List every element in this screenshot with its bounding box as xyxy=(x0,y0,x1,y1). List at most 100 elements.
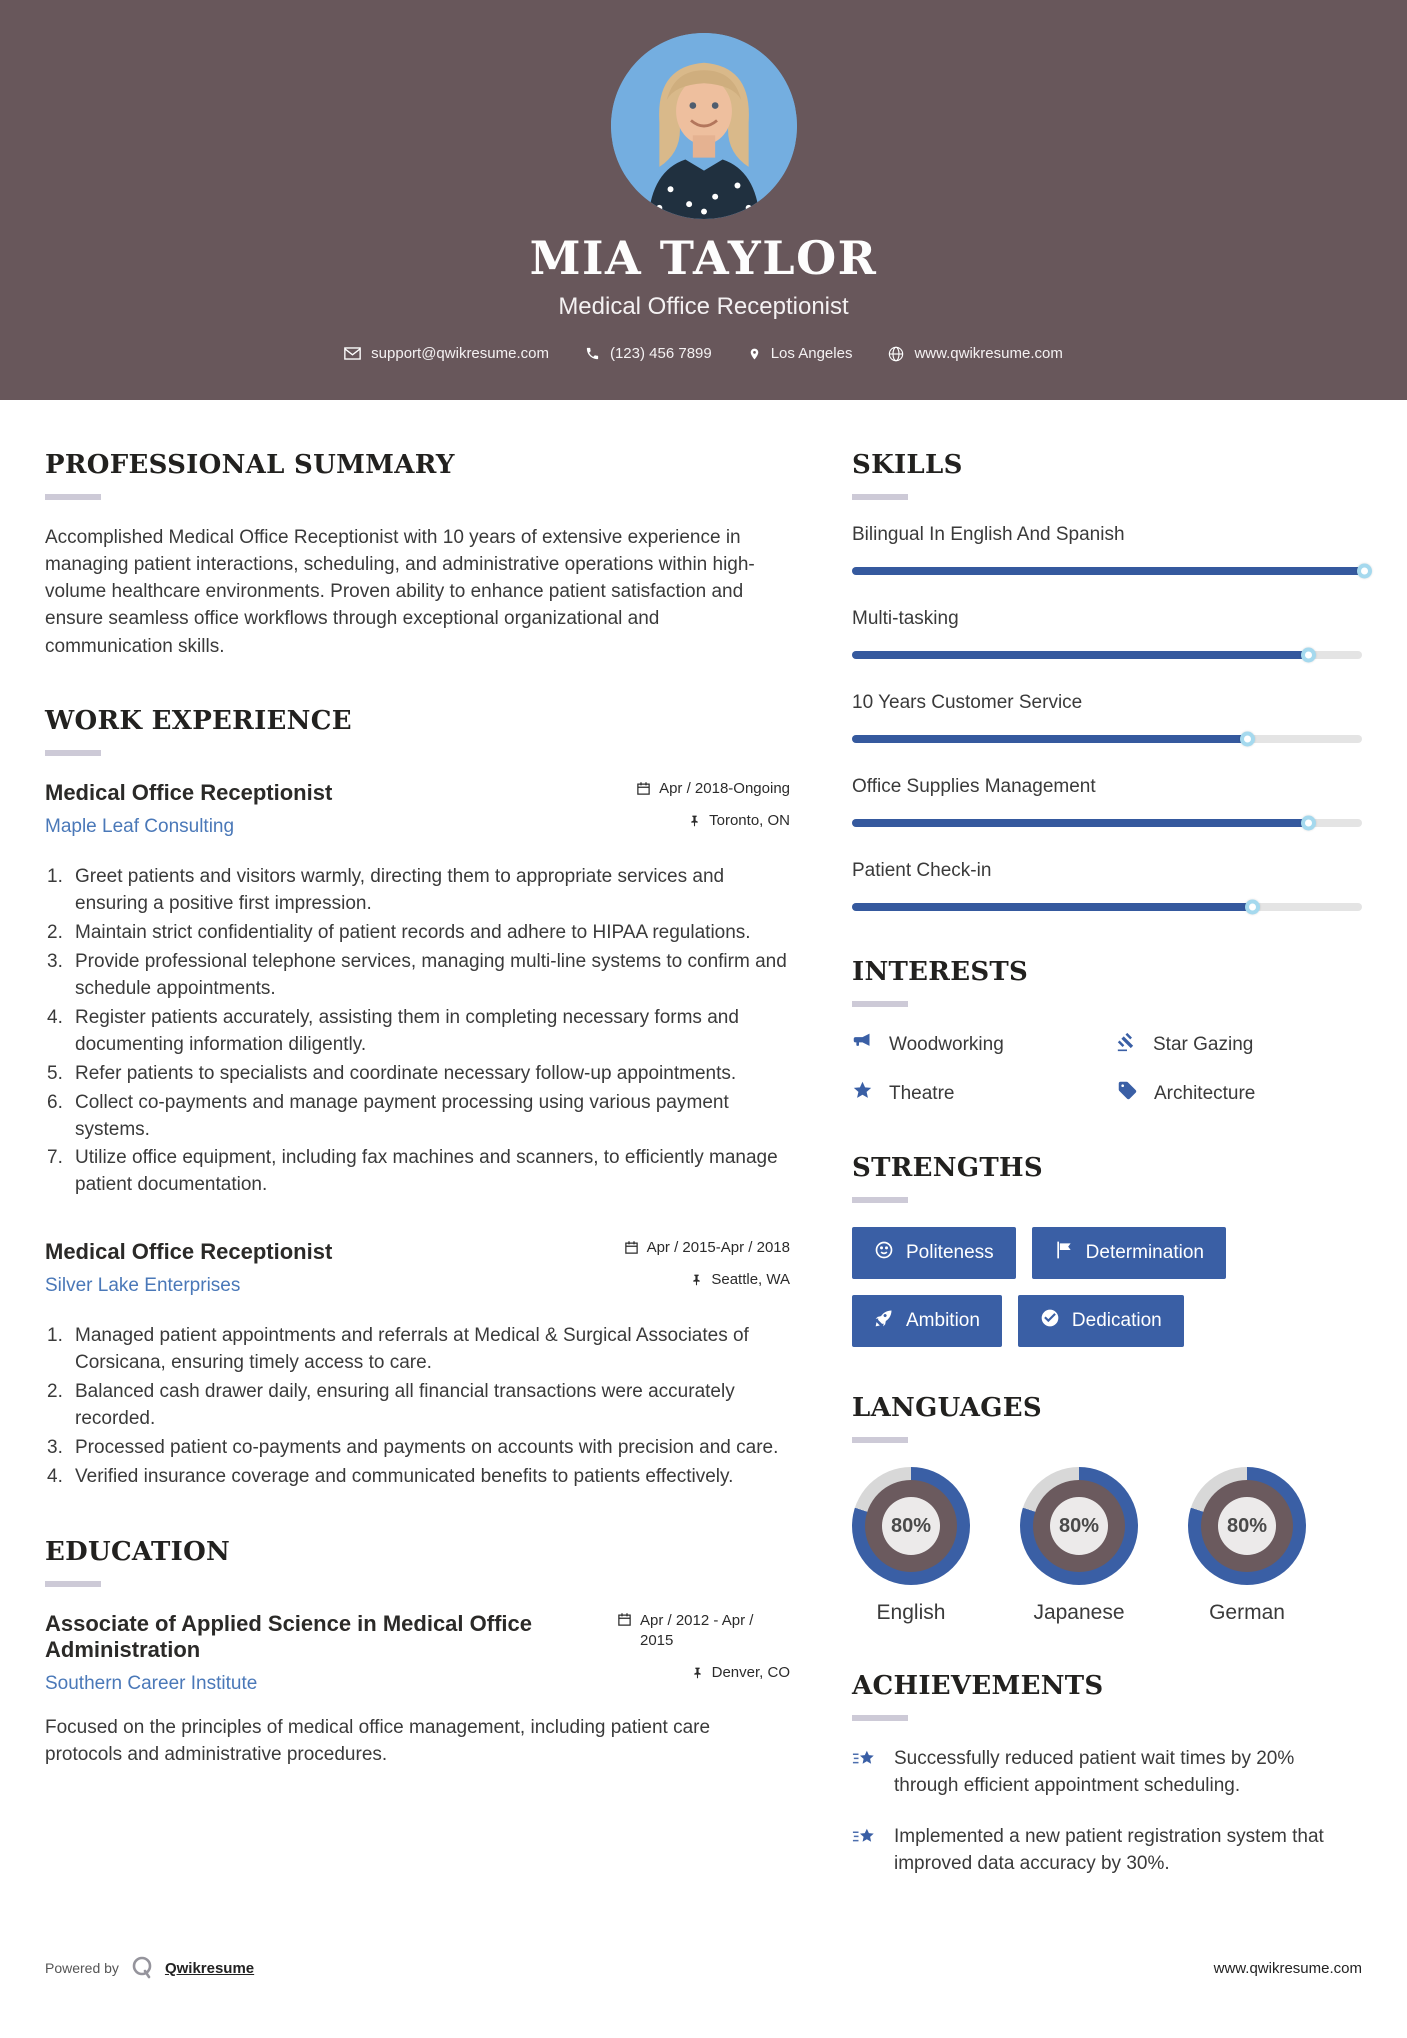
job-point: Utilize office equipment, including fax … xyxy=(47,1145,778,1196)
job-points: Managed patient appointments and referra… xyxy=(45,1323,790,1491)
contact-website: www.qwikresume.com xyxy=(888,345,1063,362)
calendar-icon xyxy=(636,780,651,800)
qwikresume-link[interactable]: Qwikresume xyxy=(164,1959,255,1977)
language-percent: 80% xyxy=(1050,1497,1108,1555)
language-percent: 80% xyxy=(882,1497,940,1555)
skills-heading: SKILLS xyxy=(852,450,963,480)
strength-badge-dedication: Dedication xyxy=(1017,1295,1184,1347)
slider-thumb xyxy=(1244,899,1260,915)
heading-underline xyxy=(45,494,101,500)
language-donut: 80% xyxy=(1188,1467,1306,1585)
slider-thumb xyxy=(1300,815,1316,831)
footer-website: www.qwikresume.com xyxy=(1213,1959,1362,1977)
skill-label: Office Supplies Management xyxy=(852,776,1096,797)
heading-underline xyxy=(852,1197,908,1203)
contact-email: support@qwikresume.com xyxy=(344,345,549,362)
skill-bar xyxy=(852,899,1362,915)
section-interests: INTERESTS Woodworking Star Gazing xyxy=(852,957,1362,1107)
work-heading: WORK EXPERIENCE xyxy=(45,705,352,736)
degree-title: Associate of Applied Science in Medical … xyxy=(45,1611,532,1663)
interests-heading: INTERESTS xyxy=(852,957,1029,987)
slider-thumb xyxy=(1300,647,1316,663)
section-languages: LANGUAGES 80% English 80% Japanese xyxy=(852,1393,1362,1625)
shooting-star-icon xyxy=(852,1823,878,1877)
job-dates: Apr / 2018-Ongoing xyxy=(636,780,790,800)
interest-woodworking: Woodworking xyxy=(852,1031,1097,1058)
megaphone-icon xyxy=(852,1031,873,1058)
job-point: Register patients accurately, assisting … xyxy=(47,1005,739,1055)
language-percent: 80% xyxy=(1218,1497,1276,1555)
heading-underline xyxy=(852,494,908,500)
section-skills: SKILLS Bilingual In English And Spanish … xyxy=(852,450,1372,915)
skill-label: 10 Years Customer Service xyxy=(852,692,1083,713)
language-donut: 80% xyxy=(852,1467,970,1585)
job-dates: Apr / 2015-Apr / 2018 xyxy=(624,1239,790,1259)
education-description: Focused on the principles of medical off… xyxy=(45,1716,711,1765)
language-german: 80% German xyxy=(1188,1467,1306,1625)
strength-badge-politeness: Politeness xyxy=(852,1227,1016,1279)
job-point: Greet patients and visitors warmly, dire… xyxy=(47,864,725,914)
pushpin-icon xyxy=(688,812,701,832)
interest-star-gazing: Star Gazing xyxy=(1117,1031,1362,1058)
skill-row: Office Supplies Management xyxy=(852,776,1362,831)
slider-thumb xyxy=(1357,563,1372,579)
contact-row: support@qwikresume.com (123) 456 7899 Lo… xyxy=(0,345,1407,362)
skill-bar xyxy=(852,731,1362,747)
strength-badge-ambition: Ambition xyxy=(852,1295,1002,1347)
section-work-experience: WORK EXPERIENCE Medical Office Reception… xyxy=(45,706,790,1491)
smiley-icon xyxy=(874,1240,894,1266)
flag-icon xyxy=(1054,1240,1074,1266)
shooting-star-icon xyxy=(852,1745,878,1799)
job-point: Balanced cash drawer daily, ensuring all… xyxy=(47,1379,735,1430)
job-point: Managed patient appointments and referra… xyxy=(47,1323,749,1374)
heading-underline xyxy=(852,1437,908,1443)
school-link[interactable]: Southern Career Institute xyxy=(45,1673,258,1695)
contact-location: Los Angeles xyxy=(748,345,852,362)
summary-heading: PROFESSIONAL SUMMARY xyxy=(45,450,455,480)
skill-label: Patient Check-in xyxy=(852,860,992,881)
education-heading: EDUCATION xyxy=(45,1537,231,1568)
qwikresume-logo xyxy=(129,1954,155,1983)
job-points: Greet patients and visitors warmly, dire… xyxy=(45,864,790,1200)
job-company-link[interactable]: Silver Lake Enterprises xyxy=(45,1275,241,1297)
skill-label: Bilingual In English And Spanish xyxy=(852,524,1125,545)
phone-icon xyxy=(585,346,600,361)
calendar-icon xyxy=(624,1239,639,1259)
interest-architecture: Architecture xyxy=(1117,1080,1362,1107)
skill-row: 10 Years Customer Service xyxy=(852,692,1362,747)
job-point: Verified insurance coverage and communic… xyxy=(47,1464,734,1491)
skill-bar xyxy=(852,563,1372,579)
job-point: Provide professional telephone services,… xyxy=(47,949,787,999)
section-professional-summary: PROFESSIONAL SUMMARY Accomplished Medica… xyxy=(45,450,790,660)
globe-icon xyxy=(888,346,904,362)
strength-badge-determination: Determination xyxy=(1031,1227,1226,1279)
section-education: EDUCATION Associate of Applied Science i… xyxy=(45,1537,790,1768)
education-location: Denver, CO xyxy=(617,1664,790,1684)
location-pin-icon xyxy=(748,346,761,362)
interest-theatre: Theatre xyxy=(852,1080,1097,1107)
left-column: PROFESSIONAL SUMMARY Accomplished Medica… xyxy=(45,450,790,1814)
slider-thumb xyxy=(1239,731,1255,747)
resume-header: MIA TAYLOR Medical Office Receptionist s… xyxy=(0,0,1407,400)
main-content: PROFESSIONAL SUMMARY Accomplished Medica… xyxy=(0,400,1407,1924)
skill-bar xyxy=(852,647,1362,663)
job-point: Refer patients to specialists and coordi… xyxy=(47,1061,737,1088)
languages-heading: LANGUAGES xyxy=(852,1393,1042,1423)
summary-text: Accomplished Medical Office Receptionist… xyxy=(45,527,755,657)
language-japanese: 80% Japanese xyxy=(1020,1467,1138,1625)
job-point: Maintain strict confidentiality of patie… xyxy=(47,920,751,947)
strengths-heading: STRENGTHS xyxy=(852,1153,1043,1183)
avatar xyxy=(610,33,797,219)
job-company-link[interactable]: Maple Leaf Consulting xyxy=(45,815,235,837)
language-label: Japanese xyxy=(1033,1601,1125,1624)
language-donut: 80% xyxy=(1020,1467,1138,1585)
achievements-heading: ACHIEVEMENTS xyxy=(852,1671,1104,1701)
right-column: SKILLS Bilingual In English And Spanish … xyxy=(852,450,1372,1924)
candidate-title: Medical Office Receptionist xyxy=(558,293,849,320)
candidate-name: MIA TAYLOR xyxy=(529,231,878,285)
job-location: Toronto, ON xyxy=(636,812,790,832)
pushpin-icon xyxy=(691,1664,704,1684)
job-point: Processed patient co-payments and paymen… xyxy=(47,1435,779,1462)
tags-icon xyxy=(1117,1080,1138,1107)
calendar-icon xyxy=(617,1611,632,1631)
